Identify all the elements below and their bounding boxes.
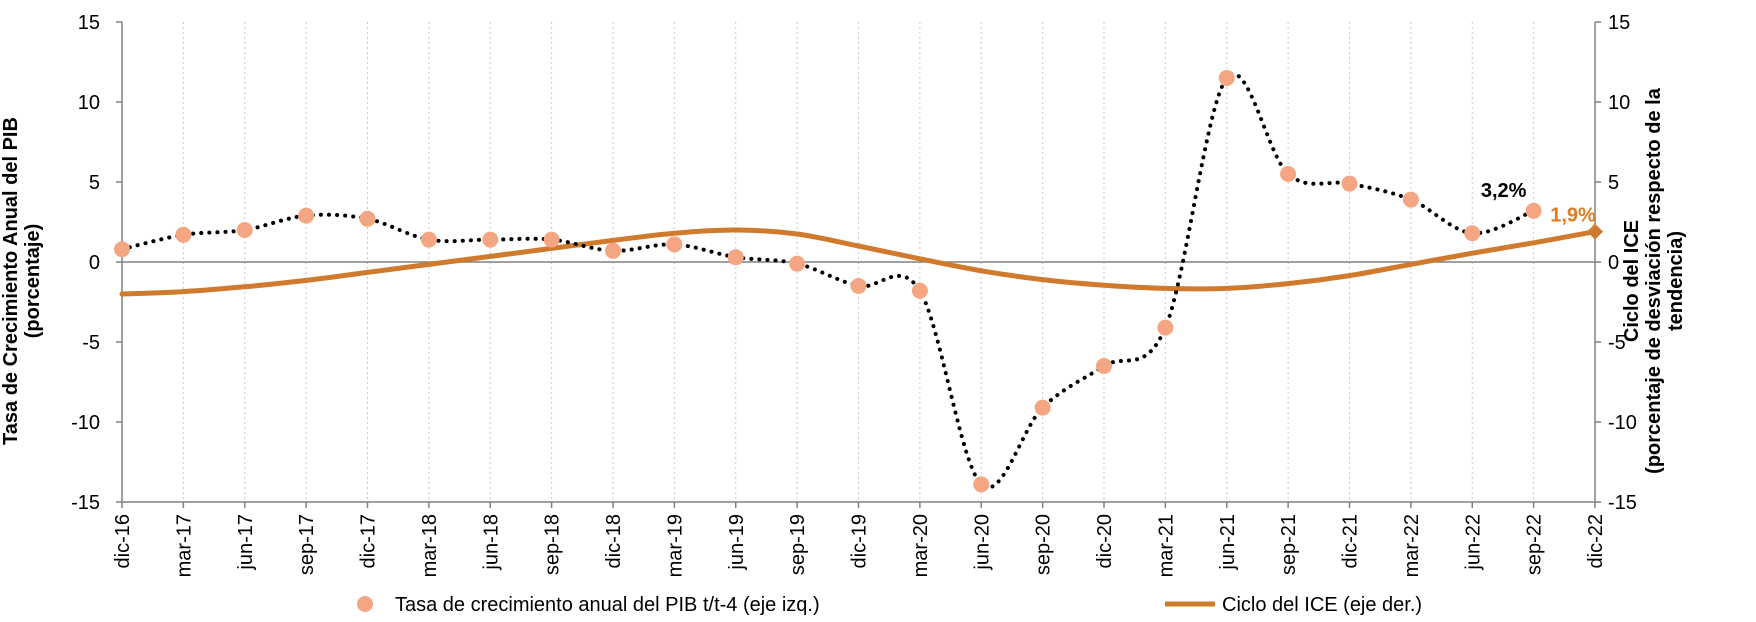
pib-point-dic-18: [605, 242, 621, 259]
x-tick-label-dic-22: dic-22: [1585, 514, 1607, 568]
x-tick-label-jun-18: jun-18: [480, 514, 502, 571]
x-tick-label-mar-22: mar-22: [1401, 514, 1423, 577]
pib-point-mar-22: [1402, 191, 1419, 208]
x-tick-label-dic-20: dic-20: [1094, 514, 1116, 568]
axis-title-line: (porcentaje): [22, 224, 44, 338]
ice-cycle-line: [119, 227, 1598, 297]
axes: [116, 21, 1601, 508]
pib-point-jun-22: [1464, 225, 1481, 242]
pib-point-jun-17: [236, 222, 253, 238]
y-tick-label-left: 5: [89, 172, 100, 194]
pib-point-sep-21: [1280, 166, 1297, 182]
x-tick-label-sep-19: sep-19: [787, 514, 809, 575]
x-tick-label-jun-17: jun-17: [235, 514, 257, 571]
x-tick-label-mar-21: mar-21: [1155, 514, 1177, 577]
x-tick-label-dic-17: dic-17: [358, 514, 380, 568]
y-tick-label-left: 0: [89, 252, 100, 274]
x-tick-label-sep-22: sep-22: [1524, 514, 1546, 575]
pib-point-sep-18: [543, 231, 560, 248]
axis-title-line: Tasa de Crecimiento Anual del PIB: [0, 117, 22, 445]
x-tick-label-jun-22: jun-22: [1462, 514, 1484, 571]
y-tick-label-right: -5: [1608, 332, 1626, 354]
pib-point-jun-18: [482, 231, 499, 248]
pib-point-sep-17: [298, 207, 315, 224]
axis-title-line: Ciclo del ICE: [1621, 220, 1643, 342]
pib-point-mar-20: [911, 282, 928, 299]
axis-title-line: tendencia): [1665, 231, 1687, 331]
y-tick-label-right: 0: [1608, 252, 1619, 274]
pib-point-dic-19: [850, 278, 867, 294]
pib-point-mar-18: [420, 231, 437, 248]
pib-point-jun-19: [727, 249, 744, 266]
x-tick-label-jun-19: jun-19: [726, 514, 748, 571]
legend: Tasa de crecimiento anual del PIB t/t-4 …: [357, 594, 1422, 616]
legend-label-ice: Ciclo del ICE (eje der.): [1222, 594, 1422, 616]
pib-point-mar-19: [666, 236, 683, 253]
x-tick-label-sep-20: sep-20: [1033, 514, 1055, 575]
y-axis-title-left: Tasa de Crecimiento Anual del PIB(porcen…: [0, 117, 44, 445]
x-tick-label-sep-17: sep-17: [296, 514, 318, 575]
legend-marker-pib: [357, 596, 373, 612]
x-tick-label-mar-17: mar-17: [173, 514, 195, 577]
x-tick-label-sep-18: sep-18: [542, 514, 564, 575]
x-tick-label-mar-20: mar-20: [910, 514, 932, 577]
x-tick-label-dic-16: dic-16: [112, 514, 134, 568]
x-tick-label-sep-21: sep-21: [1278, 514, 1300, 575]
x-tick-label-jun-21: jun-21: [1217, 514, 1239, 571]
y-tick-label-right: -15: [1608, 492, 1637, 514]
pib-point-sep-19: [789, 255, 806, 272]
x-tick-label-mar-19: mar-19: [664, 514, 686, 577]
y-tick-label-right: 15: [1608, 12, 1630, 34]
pib-point-mar-21: [1157, 319, 1174, 336]
x-tick-label-mar-18: mar-18: [419, 514, 441, 577]
series-ciclo-ice: [119, 223, 1603, 297]
y-tick-label-right: 5: [1608, 172, 1619, 194]
pib-point-sep-22: [1525, 202, 1542, 219]
annotation-label: 3,2%: [1481, 180, 1527, 202]
y-tick-label-left: -10: [71, 412, 100, 434]
y-axis-title-right: Ciclo del ICE(porcentaje de desviación r…: [1621, 87, 1687, 474]
pib-point-sep-20: [1034, 399, 1051, 416]
pib-point-mar-17: [175, 226, 192, 243]
pib-point-jun-21: [1218, 70, 1235, 86]
y-tick-label-right: -10: [1608, 412, 1637, 434]
pib-point-jun-20: [973, 476, 990, 493]
annotations: 3,2% 1,9%: [1481, 180, 1596, 227]
pib-point-dic-16: [114, 241, 130, 258]
y-tick-label-left: 10: [78, 92, 100, 114]
x-tick-label-dic-21: dic-21: [1340, 514, 1362, 568]
y-tick-label-left: -15: [71, 492, 100, 514]
axis-title-line: (porcentaje de desviación respecto de la: [1643, 87, 1665, 474]
x-tick-label-dic-18: dic-18: [603, 514, 625, 568]
y-tick-label-left: -5: [82, 332, 100, 354]
y-tick-label-right: 10: [1608, 92, 1630, 114]
tick-labels: 15 15 10 10 5 5 0 0 -5 -5 -10 -10 -15 -15 dic-16 mar-17…: [71, 12, 1637, 577]
series-pib-growth: [114, 70, 1542, 493]
y-tick-label-left: 15: [78, 12, 100, 34]
ice-last-point-marker: [1587, 223, 1603, 240]
x-tick-label-dic-19: dic-19: [849, 514, 871, 568]
legend-label-pib: Tasa de crecimiento anual del PIB t/t-4 …: [395, 594, 820, 616]
annotation-label: 1,9%: [1550, 205, 1596, 227]
x-tick-label-jun-20: jun-20: [971, 514, 993, 571]
pib-point-dic-17: [359, 210, 376, 227]
pib-point-dic-20: [1096, 358, 1112, 374]
pib-point-dic-21: [1341, 175, 1358, 192]
